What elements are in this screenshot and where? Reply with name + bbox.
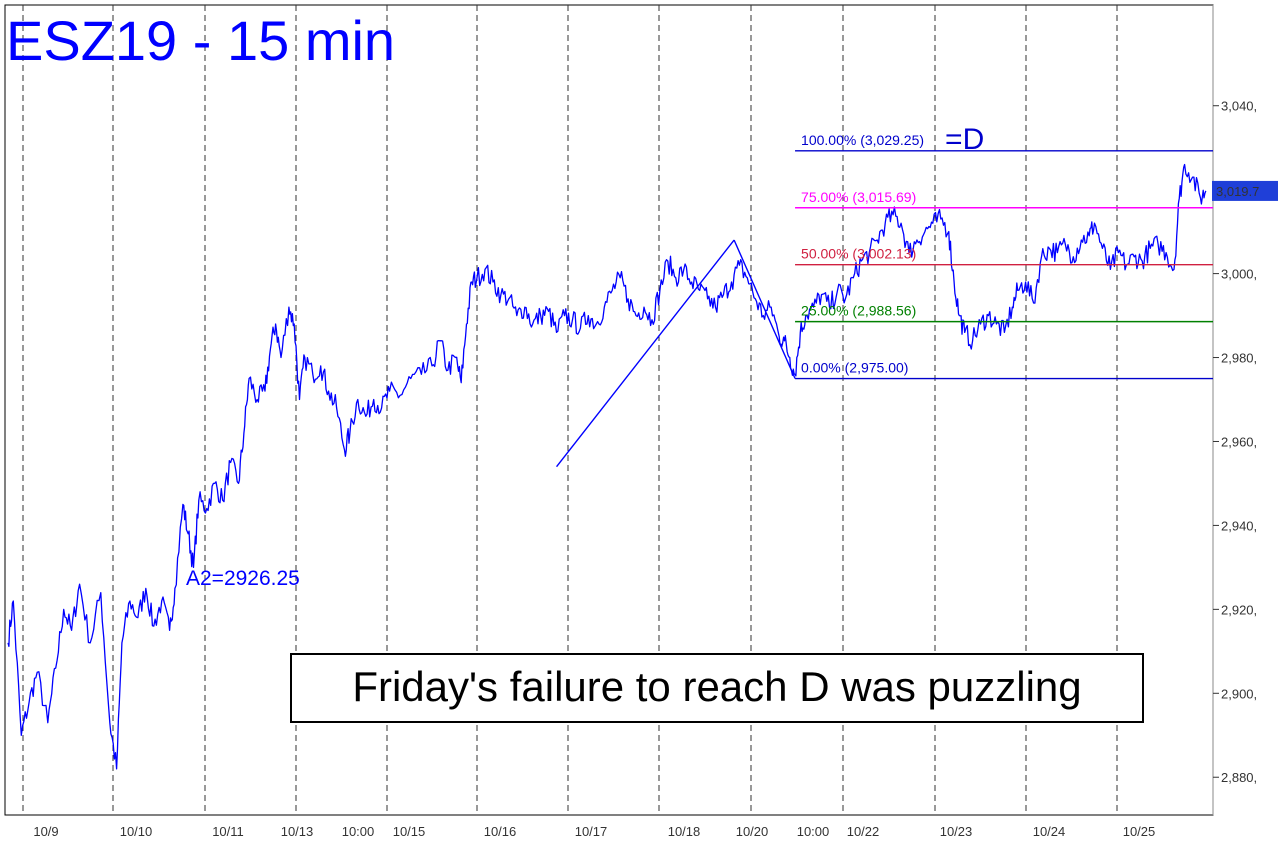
a2-label: A2=2926.25 [186, 567, 300, 590]
annotation-text: Friday's failure to reach D was puzzling [352, 663, 1081, 710]
y-tick-label: 2,960, [1221, 434, 1257, 449]
x-tick-label: 10:00 [342, 824, 375, 839]
x-tick-label: 10/15 [393, 824, 426, 839]
x-tick-label: 10/17 [575, 824, 608, 839]
y-tick-label: 2,980, [1221, 351, 1257, 366]
fib-label-fib_50: 50.00% (3,002.13) [801, 246, 916, 262]
pattern-lines [555, 239, 796, 468]
fib-label-fib_25: 25.00% (2,988.56) [801, 303, 916, 319]
fib-label-fib_100: 100.00% (3,029.25) [801, 132, 924, 148]
x-tick-label: 10/22 [847, 824, 880, 839]
last-price-label: 3,019.7 [1216, 184, 1259, 199]
x-axis: 10/9 10/10 10/11 10/13 10:00 10/15 10/16 10/17 1… [33, 824, 1155, 839]
x-tick-label: 10/24 [1033, 824, 1066, 839]
x-tick-label: 10/10 [120, 824, 153, 839]
pattern-leg [555, 239, 735, 468]
price-series [7, 163, 1207, 770]
chart-title: ESZ19 - 15 min [6, 9, 395, 72]
y-tick-label: 2,940, [1221, 518, 1257, 533]
pattern-leg [733, 239, 796, 379]
y-tick-label: 2,920, [1221, 602, 1257, 617]
x-tick-label: 10/9 [33, 824, 58, 839]
y-tick-label: 3,000, [1221, 267, 1257, 282]
annotation-frame [290, 653, 1144, 723]
y-axis: 2,880, 2,900, 2,920, 2,940, 2,960, 2,980, 3,00… [1213, 99, 1257, 785]
x-tick-label: 10/18 [668, 824, 701, 839]
x-tick-label: 10/13 [281, 824, 314, 839]
x-tick-label: 10/25 [1123, 824, 1156, 839]
y-tick-label: 2,880, [1221, 770, 1257, 785]
last-price-box [1212, 180, 1278, 201]
x-tick-label: 10/20 [736, 824, 769, 839]
x-tick-label: 10/23 [940, 824, 973, 839]
y-tick-label: 3,040, [1221, 99, 1257, 114]
last-price-tag: 3,019.7 [1212, 180, 1278, 201]
fibonacci-overlay: 100.00% (3,029.25) 75.00% (3,015.69) 50.00… [795, 123, 1213, 380]
d-label: =D [945, 123, 984, 156]
x-tick-label: 10:00 [797, 824, 830, 839]
price-line [7, 163, 1207, 770]
fib-label-fib_75: 75.00% (3,015.69) [801, 189, 916, 205]
annotation-box: Friday's failure to reach D was puzzling [290, 653, 1144, 723]
y-tick-label: 2,900, [1221, 686, 1257, 701]
fib-label-fib_0: 0.00% (2,975.00) [801, 360, 908, 376]
x-tick-label: 10/11 [212, 824, 244, 839]
x-tick-label: 10/16 [484, 824, 517, 839]
